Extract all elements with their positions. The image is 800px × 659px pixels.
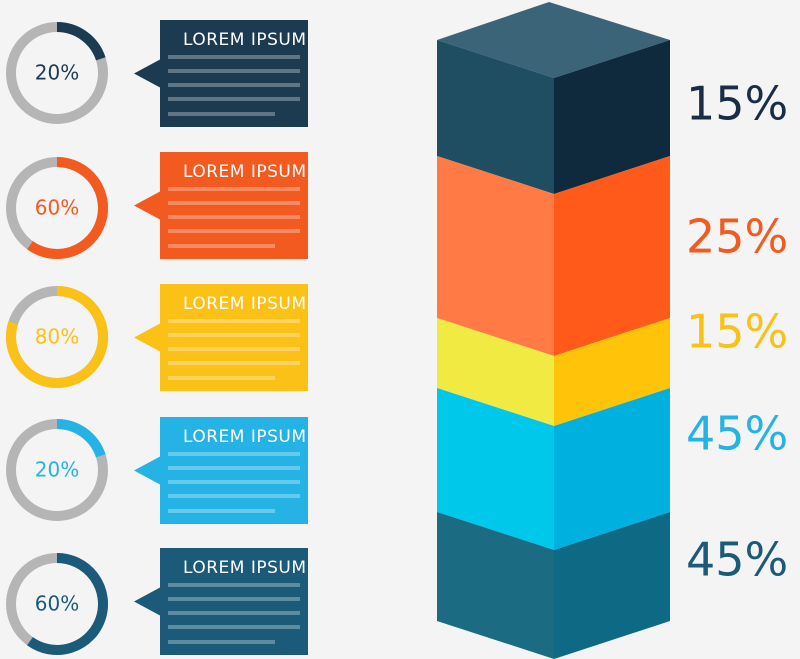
segment-right	[554, 40, 670, 194]
ring-label: 20%	[35, 61, 79, 85]
segment-right	[554, 388, 670, 550]
callout-box	[134, 284, 308, 391]
column-label: 45%	[686, 407, 788, 461]
text-placeholder	[168, 509, 275, 513]
text-placeholder	[168, 494, 300, 498]
segment-left	[437, 40, 554, 194]
callout-title: LOREM IPSUM	[183, 162, 307, 182]
column-label: 25%	[686, 210, 788, 264]
text-placeholder	[168, 55, 300, 59]
column-label: 15%	[686, 305, 788, 359]
ring-label: 80%	[35, 325, 79, 349]
ring-label: 60%	[35, 196, 79, 220]
text-placeholder	[168, 83, 300, 87]
text-placeholder	[168, 69, 300, 73]
text-placeholder	[168, 112, 275, 116]
text-placeholder	[168, 333, 300, 337]
text-placeholder	[168, 229, 300, 233]
segment-left	[437, 318, 554, 426]
text-placeholder	[168, 361, 300, 365]
text-placeholder	[168, 244, 275, 248]
callout-box	[134, 152, 308, 259]
column-top	[437, 2, 670, 78]
text-placeholder	[168, 97, 300, 101]
text-placeholder	[168, 215, 300, 219]
column-label: 15%	[686, 77, 788, 131]
ring-arc	[27, 553, 108, 655]
text-placeholder	[168, 201, 300, 205]
segment-left	[437, 156, 554, 356]
text-placeholder	[168, 625, 300, 629]
ring-label: 60%	[35, 592, 79, 616]
ring-arc	[56, 419, 106, 458]
text-placeholder	[168, 452, 300, 456]
callout-title: LOREM IPSUM	[183, 30, 307, 50]
text-placeholder	[168, 480, 300, 484]
text-placeholder	[168, 466, 300, 470]
text-placeholder	[168, 347, 300, 351]
text-placeholder	[168, 611, 300, 615]
callout-box	[134, 417, 308, 524]
text-placeholder	[168, 583, 300, 587]
segment-left	[437, 512, 554, 659]
callout-title: LOREM IPSUM	[183, 427, 307, 447]
ring-arc	[56, 22, 106, 61]
column	[437, 2, 670, 659]
text-placeholder	[168, 319, 300, 323]
segment-right	[554, 318, 670, 426]
text-placeholder	[168, 597, 300, 601]
callout-title: LOREM IPSUM	[183, 558, 307, 578]
segment-right	[554, 156, 670, 356]
segment-left	[437, 388, 554, 550]
ring-arc	[27, 157, 108, 259]
text-placeholder	[168, 187, 300, 191]
callout-box	[134, 548, 308, 655]
ring-arc	[6, 286, 108, 388]
callout-title: LOREM IPSUM	[183, 294, 307, 314]
ring-label: 20%	[35, 458, 79, 482]
text-placeholder	[168, 376, 275, 380]
segment-right	[554, 512, 670, 659]
text-placeholder	[168, 640, 275, 644]
callout-box	[134, 20, 308, 127]
column-label: 45%	[686, 533, 788, 587]
